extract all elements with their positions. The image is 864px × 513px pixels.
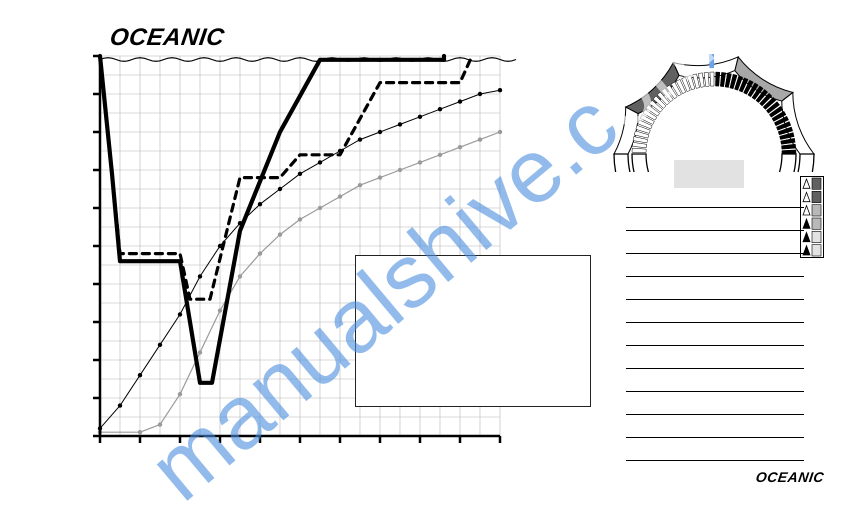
ruled-line [626,185,804,208]
ruled-line [626,231,804,254]
legend-bar [800,176,824,258]
gauge-svg [604,42,824,172]
brand-logo-bottom: OCEANIC [755,469,825,485]
inset-box [355,255,591,407]
ruled-line [626,346,804,369]
ruled-line [626,254,804,277]
ruled-line [626,415,804,438]
legend-svg [801,177,823,257]
ruled-lines [626,185,804,465]
brand-logo-top: OCEANIC [108,24,226,52]
shaded-cell [674,160,744,188]
dial-gauge [604,42,824,172]
ruled-line [626,208,804,231]
ruled-line [626,323,804,346]
ruled-line [626,277,804,300]
ruled-line [626,369,804,392]
ruled-line [626,392,804,415]
ruled-line [626,300,804,323]
ruled-line [626,438,804,461]
